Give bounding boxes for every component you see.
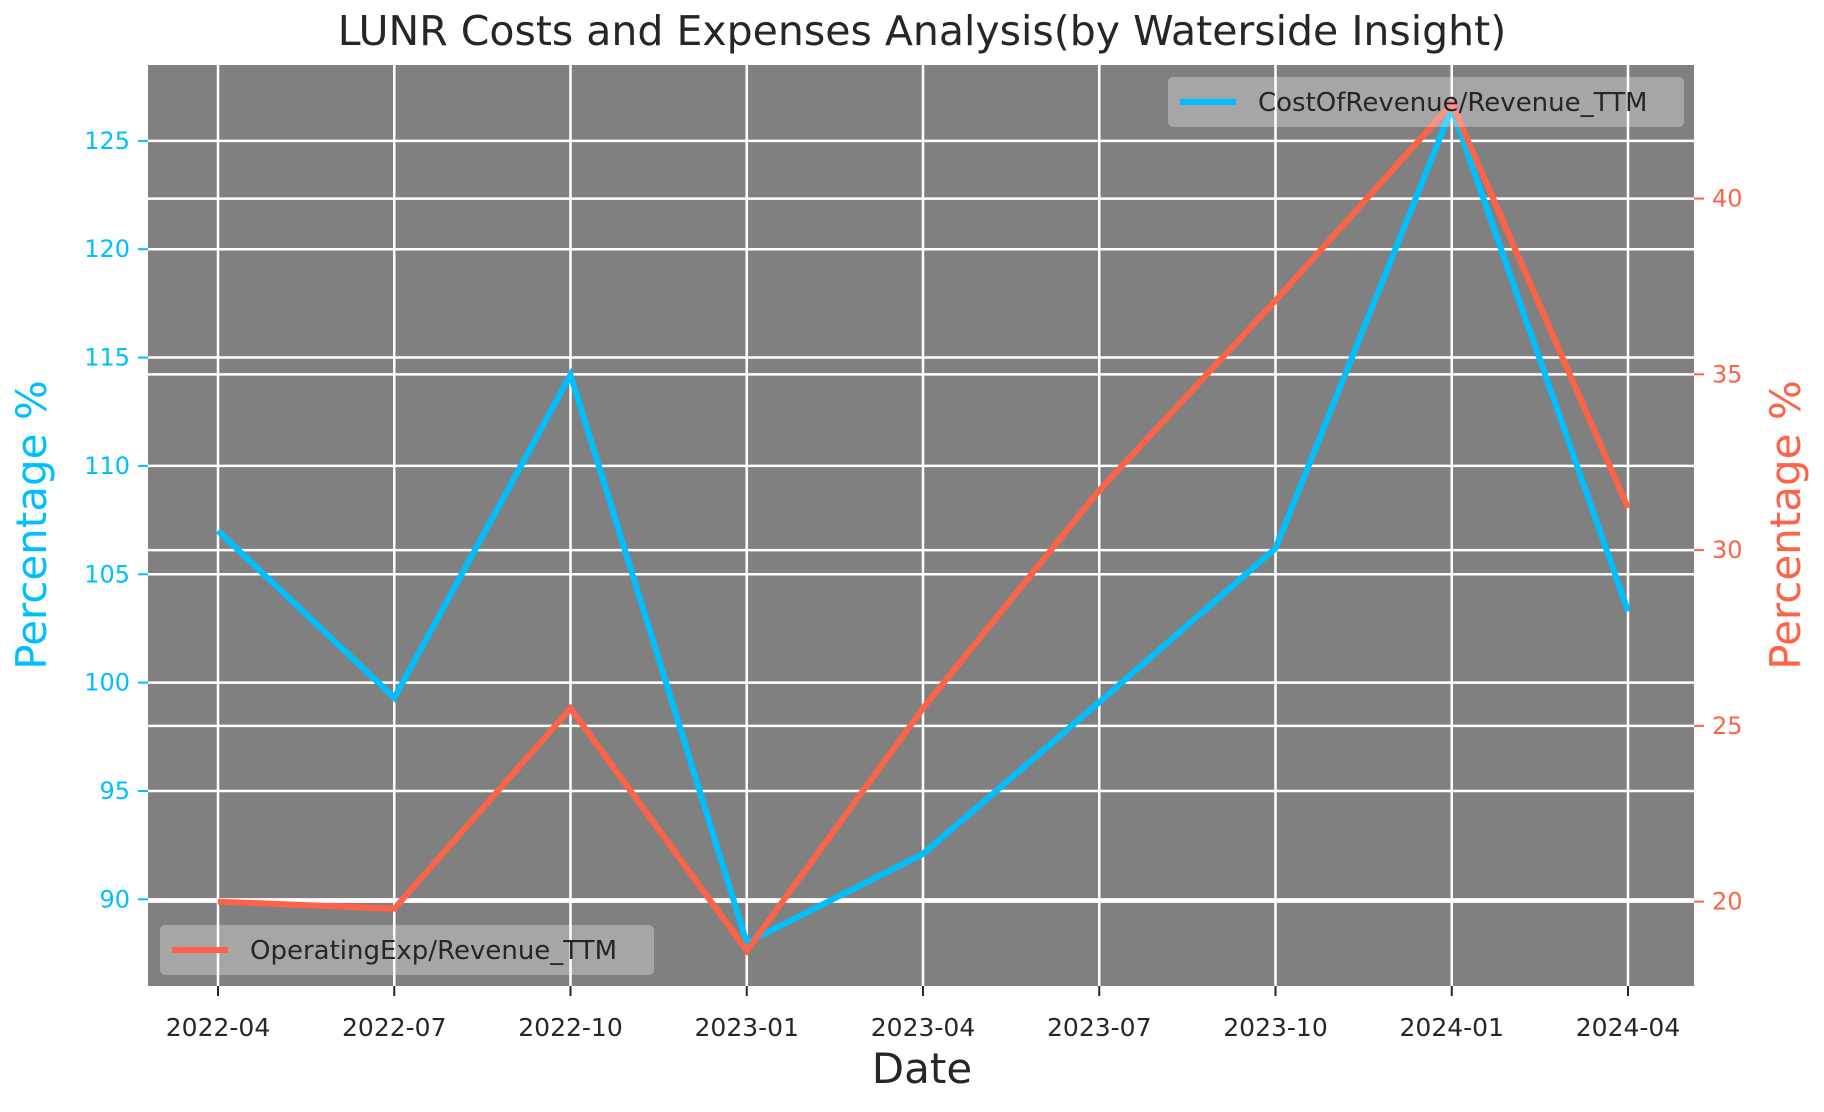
x-tick-label: 2024-01 bbox=[1400, 1013, 1504, 1042]
y-tick-label-left: 120 bbox=[84, 235, 130, 263]
data-point-operating-exp bbox=[217, 901, 219, 903]
legend-cost-of-revenue: CostOfRevenue/Revenue_TTM bbox=[1168, 77, 1684, 127]
data-point-operating-exp bbox=[1627, 507, 1629, 509]
x-axis-label: Date bbox=[872, 1044, 972, 1093]
x-tick-label: 2023-01 bbox=[695, 1013, 799, 1042]
data-point-cost-of-revenue bbox=[1627, 610, 1629, 612]
ticks: 2022-04 2022-07 2022-10 2023-01 2023-04 2023-… bbox=[84, 127, 1742, 1042]
chart-title: LUNR Costs and Expenses Analysis(by Wate… bbox=[338, 7, 1506, 55]
legend-label-cost-of-revenue: CostOfRevenue/Revenue_TTM bbox=[1258, 88, 1647, 118]
data-point-cost-of-revenue bbox=[393, 697, 395, 699]
legend-box bbox=[160, 925, 654, 975]
y-tick-label-right: 35 bbox=[1712, 360, 1743, 388]
grid bbox=[148, 65, 1694, 986]
y-tick-label-left: 90 bbox=[99, 885, 130, 913]
data-point-cost-of-revenue bbox=[570, 374, 571, 376]
x-tick-label: 2022-07 bbox=[342, 1013, 446, 1042]
data-point-operating-exp bbox=[1275, 300, 1276, 302]
x-tick-label: 2022-04 bbox=[166, 1013, 270, 1042]
y-tick-label-left: 125 bbox=[84, 127, 130, 155]
y-axis-label-left: Percentage % bbox=[7, 380, 56, 670]
legend-box bbox=[1168, 77, 1684, 127]
y-tick-label-left: 110 bbox=[84, 452, 130, 480]
data-point-operating-exp bbox=[746, 950, 748, 952]
x-tick-label: 2023-07 bbox=[1047, 1013, 1151, 1042]
series-lines bbox=[215, 98, 1631, 956]
y-tick-label-right: 25 bbox=[1712, 712, 1743, 740]
data-point-cost-of-revenue bbox=[922, 853, 924, 855]
data-point-cost-of-revenue bbox=[1098, 701, 1100, 703]
data-point-operating-exp bbox=[922, 707, 924, 709]
y-axis-label-right: Percentage % bbox=[1761, 380, 1810, 670]
y-tick-label-left: 100 bbox=[84, 669, 130, 697]
y-tick-label-right: 20 bbox=[1712, 888, 1743, 916]
data-point-operating-exp bbox=[1451, 103, 1453, 105]
data-point-cost-of-revenue bbox=[1275, 547, 1276, 549]
legend-label-operating-exp: OperatingExp/Revenue_TTM bbox=[250, 936, 617, 966]
y-tick-label-right: 40 bbox=[1712, 185, 1743, 213]
legend-operating-exp: OperatingExp/Revenue_TTM bbox=[160, 925, 654, 975]
x-tick-label: 2023-04 bbox=[871, 1013, 975, 1042]
data-point-operating-exp bbox=[393, 908, 395, 910]
data-point-cost-of-revenue bbox=[217, 530, 219, 532]
y-tick-label-right: 30 bbox=[1712, 536, 1743, 564]
y-tick-label-left: 95 bbox=[99, 777, 130, 805]
x-tick-label: 2024-04 bbox=[1576, 1013, 1680, 1042]
x-tick-label: 2023-10 bbox=[1223, 1013, 1327, 1042]
data-point-operating-exp bbox=[570, 707, 571, 709]
data-point-operating-exp bbox=[1098, 489, 1100, 491]
plot-area bbox=[148, 65, 1694, 986]
y-tick-label-left: 115 bbox=[84, 344, 130, 372]
x-tick-label: 2022-10 bbox=[518, 1013, 622, 1042]
data-point-cost-of-revenue bbox=[746, 942, 748, 944]
y-tick-label-left: 105 bbox=[84, 560, 130, 588]
